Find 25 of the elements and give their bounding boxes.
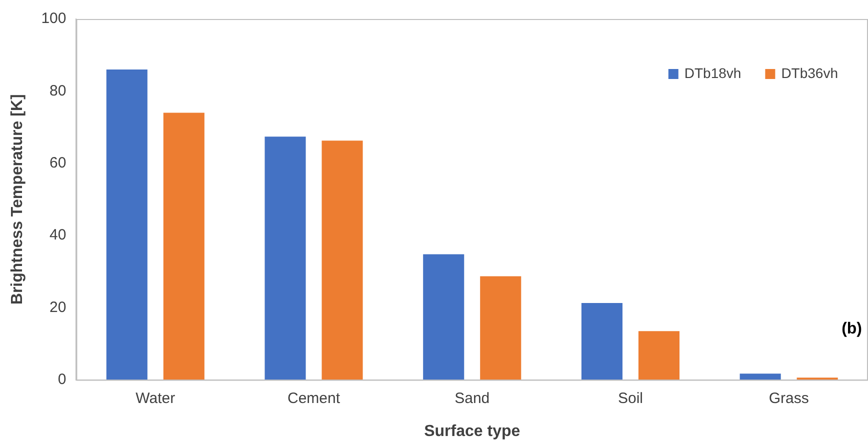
bar xyxy=(264,136,306,380)
annotation: (b) xyxy=(842,320,862,338)
y-axis-title: Brightness Temperature [K] xyxy=(9,94,26,305)
y-tick-label: 40 xyxy=(50,226,66,244)
y-tick-label: 0 xyxy=(58,370,66,388)
bar xyxy=(106,70,148,380)
x-tick-label: Sand xyxy=(454,390,490,407)
bar xyxy=(740,374,781,380)
bar xyxy=(581,302,622,380)
y-tick-label: 60 xyxy=(50,154,66,172)
y-tick-label: 20 xyxy=(50,298,66,316)
bar xyxy=(423,254,464,380)
bar xyxy=(638,331,680,380)
x-tick-label: Grass xyxy=(768,390,809,407)
y-tick-label: 80 xyxy=(50,82,66,100)
x-axis-title: Surface type xyxy=(424,422,520,440)
legend-label: DTb36vh xyxy=(781,64,838,81)
x-tick-label: Cement xyxy=(287,390,341,407)
legend-label: DTb18vh xyxy=(684,64,742,81)
bar xyxy=(163,112,204,380)
bar xyxy=(322,140,363,380)
y-tick-label: 100 xyxy=(41,10,66,28)
x-tick-label: Water xyxy=(136,390,176,407)
x-tick-label: Soil xyxy=(618,390,643,407)
bar xyxy=(480,276,522,380)
